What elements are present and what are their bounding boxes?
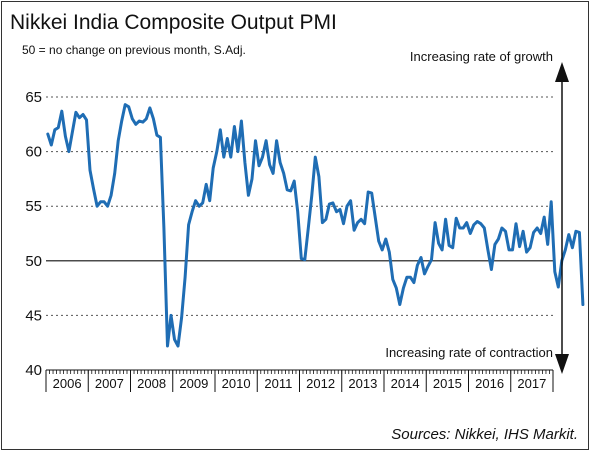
y-tick-label: 60 bbox=[25, 144, 42, 161]
y-tick-label: 40 bbox=[25, 362, 42, 379]
direction-arrow bbox=[555, 62, 569, 374]
series-group bbox=[46, 103, 585, 348]
x-tick-label: 2011 bbox=[264, 376, 292, 391]
x-tick-label: 2006 bbox=[53, 376, 82, 391]
arrow-down-icon bbox=[555, 354, 569, 374]
y-tick-label: 45 bbox=[25, 307, 42, 324]
x-tick-label: 2016 bbox=[475, 376, 504, 391]
x-tick-label: 2017 bbox=[517, 376, 546, 391]
y-tick-label: 50 bbox=[25, 253, 42, 270]
x-tick-label: 2010 bbox=[222, 376, 251, 391]
y-tick-label: 65 bbox=[25, 89, 42, 106]
y-tick-label: 55 bbox=[25, 198, 42, 215]
x-tick-label: 2009 bbox=[179, 376, 208, 391]
chart-subtitle: 50 = no change on previous month, S.Adj. bbox=[22, 43, 246, 57]
x-tick-label: 2007 bbox=[95, 376, 124, 391]
y-axis-ticks: 40 45 50 55 60 65 bbox=[25, 89, 42, 379]
x-tick-label: 2013 bbox=[348, 376, 377, 391]
x-tick-label: 2012 bbox=[306, 376, 335, 391]
chart-title: Nikkei India Composite Output PMI bbox=[10, 11, 337, 34]
series-line bbox=[46, 103, 585, 348]
x-tick-label: 2014 bbox=[391, 376, 420, 391]
x-tick-label: 2008 bbox=[137, 376, 166, 391]
x-tick-label: 2015 bbox=[433, 376, 462, 391]
grid-lines bbox=[46, 96, 553, 316]
arrow-up-icon bbox=[555, 62, 569, 82]
growth-annotation: Increasing rate of growth bbox=[410, 49, 553, 64]
source-note: Sources: Nikkei, IHS Markit. bbox=[391, 426, 578, 443]
contraction-annotation: Increasing rate of contraction bbox=[385, 345, 553, 360]
x-axis: 2006 2007 2008 2009 2010 2011 2012 2013 2014 2015… bbox=[45, 369, 554, 392]
